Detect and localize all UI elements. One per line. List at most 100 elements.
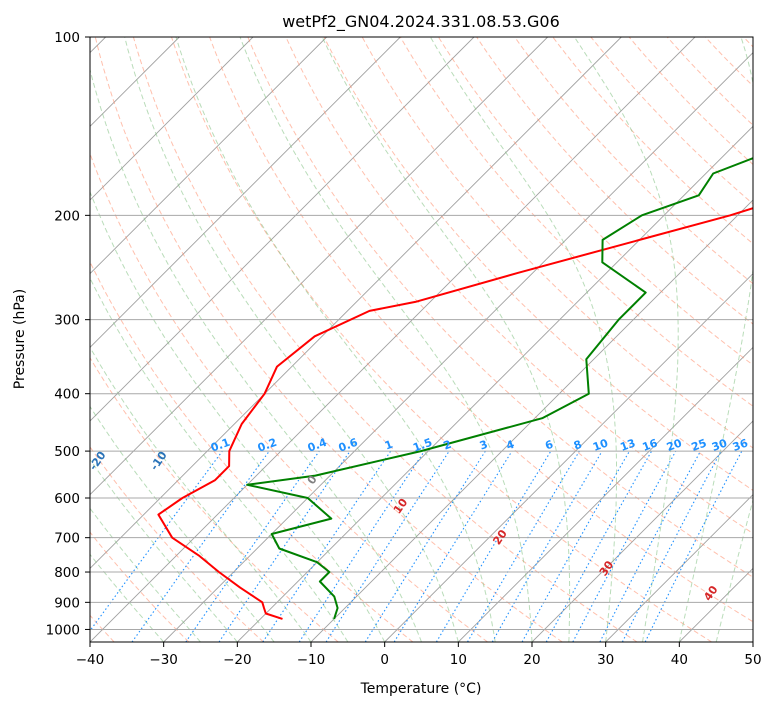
y-tick-label: 200 [54, 208, 80, 224]
y-tick-label: 800 [54, 565, 80, 581]
isotherm-line [310, 199, 753, 642]
mixing-ratio-label: 0.1 [209, 436, 232, 455]
mixing-ratio-label: 0.2 [256, 436, 279, 455]
y-axis-ticks: 100 200 300 400 500 600 700 800 900 1000 [46, 30, 90, 638]
x-tick-label: 30 [597, 652, 614, 668]
isotherm-line [90, 37, 327, 275]
moist-adiabat-line [239, 37, 533, 642]
moist-adiabat-line [90, 67, 422, 642]
y-tick-label: 400 [54, 387, 80, 403]
chart-title: wetPf2_GN04.2024.331.08.53.G06 [282, 12, 560, 32]
moist-adiabat-line [175, 37, 496, 642]
x-tick-label: 50 [744, 652, 761, 668]
dry-adiabat-line [90, 446, 264, 642]
mixing-ratio-label: 0.6 [337, 436, 360, 455]
y-tick-label: 300 [54, 313, 80, 329]
x-axis-label: Temperature (°C) [360, 681, 482, 697]
isotherm-line [163, 52, 753, 642]
moist-adiabat-line [90, 507, 201, 642]
dewpoint-profile [246, 157, 753, 620]
dry-adiabat-line [704, 37, 753, 87]
adiabat-label: 20 [490, 527, 510, 547]
mixing-ratio-label: 10 [591, 436, 610, 454]
y-axis-label: Pressure (hPa) [12, 289, 28, 389]
dry-adiabat-line [437, 37, 753, 366]
isotherm-lines [90, 37, 753, 642]
dry-adiabat-line [132, 37, 638, 642]
mixing-ratio-line [218, 450, 351, 642]
moist-adiabat-line [321, 37, 571, 642]
moist-adiabat-lines [90, 37, 753, 642]
dry-adiabat-lines [90, 37, 753, 642]
moist-adiabat-line [678, 37, 753, 642]
y-tick-label: 700 [54, 531, 80, 547]
y-tick-label: 100 [54, 30, 80, 46]
line-labels: -100-90-80-70-60-50-40-30-20-10010203040… [3, 412, 750, 604]
mixing-ratio-line [90, 450, 223, 632]
moist-adiabat-line [429, 37, 617, 642]
x-tick-label: 20 [523, 652, 540, 668]
y-tick-label: 500 [54, 444, 80, 460]
isotherm-line [90, 37, 254, 201]
mixing-ratio-line [435, 450, 552, 642]
dry-adiabat-label: -10 [148, 449, 170, 473]
dry-adiabat-line [323, 37, 753, 491]
plot-area: -100-90-80-70-60-50-40-30-20-10010203040… [3, 37, 753, 642]
dry-adiabat-line [90, 531, 190, 642]
isotherm-line [458, 346, 753, 642]
moist-adiabat-line [715, 498, 753, 642]
plot-frame [89, 36, 754, 643]
x-tick-label: −40 [76, 652, 105, 668]
mixing-ratio-line [621, 450, 722, 642]
mixing-ratio-line [393, 450, 513, 642]
dry-adiabat-label: -30 [3, 412, 25, 436]
mixing-ratio-label: 0.4 [306, 436, 329, 455]
mixing-ratio-line [491, 450, 603, 642]
mixing-ratio-label: 30 [710, 436, 729, 454]
x-tick-label: 40 [671, 652, 688, 668]
mixing-ratio-label: 1.5 [411, 436, 434, 455]
isotherm-line [531, 420, 753, 642]
mixing-ratio-line [599, 450, 701, 642]
mixing-ratio-line [521, 450, 630, 642]
mixing-ratio-label: 20 [665, 436, 684, 454]
moist-adiabat-line [90, 346, 312, 642]
isotherm-line [90, 37, 622, 569]
isotherm-line [90, 37, 696, 642]
mixing-ratio-line [467, 450, 580, 642]
mixing-ratio-line [545, 450, 653, 642]
mixing-ratio-label: 2 [442, 438, 454, 453]
x-axis-ticks: −40 −30 −20 −10 0 10 20 30 40 50 [76, 642, 762, 668]
isotherm-line [90, 37, 475, 422]
y-tick-label: 900 [54, 595, 80, 611]
dry-adiabat-line [666, 37, 753, 126]
temperature-profile [157, 207, 753, 620]
dry-adiabat-line [743, 37, 753, 48]
moist-adiabat-line [90, 458, 238, 642]
dry-adiabat-line [209, 37, 753, 623]
isotherm-line [752, 641, 753, 642]
dry-adiabat-line [90, 260, 414, 642]
dry-adiabat-line [361, 37, 753, 449]
mixing-ratio-label: 25 [690, 436, 709, 453]
sounding-series [157, 157, 753, 620]
mixing-ratio-line [364, 450, 486, 642]
x-tick-label: −30 [149, 652, 178, 668]
dry-adiabat-line [399, 37, 753, 407]
y-tick-label: 600 [54, 491, 80, 507]
x-tick-label: 0 [380, 652, 389, 668]
dry-adiabat-line [476, 37, 753, 325]
isotherm-line [90, 37, 548, 496]
moist-adiabat-line [90, 190, 386, 642]
dry-adiabat-line [590, 37, 753, 205]
mixing-ratio-label: 4 [504, 438, 516, 453]
mixing-ratio-line [572, 450, 677, 642]
x-tick-label: −10 [297, 652, 326, 668]
mixing-ratio-label: 8 [572, 438, 584, 453]
mixing-ratio-line [185, 450, 320, 642]
x-tick-label: −20 [223, 652, 252, 668]
dry-adiabat-line [285, 37, 753, 535]
dry-adiabat-line [552, 37, 753, 245]
moist-adiabat-line [124, 37, 459, 642]
